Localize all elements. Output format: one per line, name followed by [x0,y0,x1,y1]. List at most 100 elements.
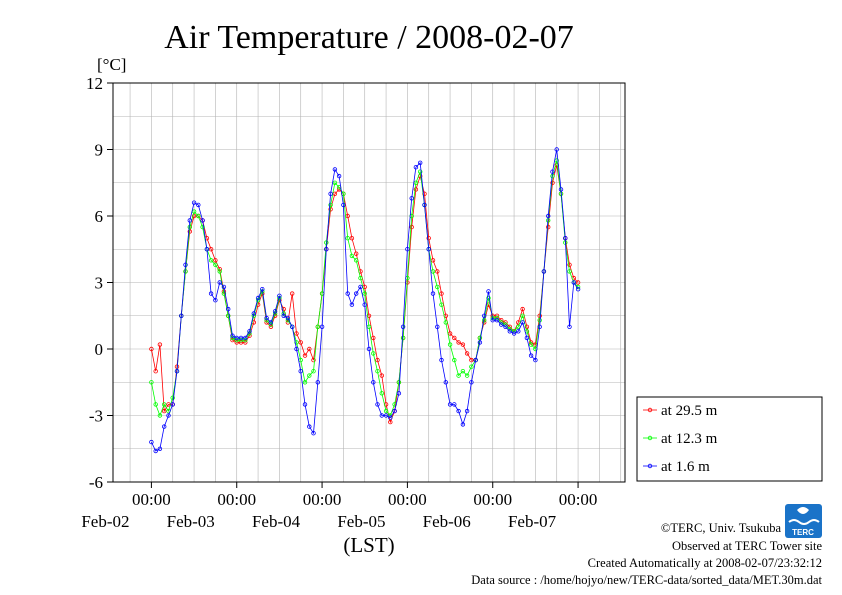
data-point [486,295,491,301]
data-point [161,402,167,407]
y-tick-label: 0 [95,340,104,359]
data-point [379,391,384,396]
data-point [520,306,525,312]
data-point [234,340,239,345]
data-point [520,313,525,318]
data-point [469,364,474,369]
data-point [238,340,244,345]
data-point [264,315,269,321]
data-point [191,213,197,219]
logo-text: TERC [792,528,814,537]
data-point [558,187,564,192]
data-point [371,380,376,385]
data-point [311,431,316,436]
data-point [336,173,342,179]
data-point [477,340,483,345]
data-point [230,333,235,338]
data-point [208,246,214,252]
data-point [217,269,222,274]
legend-label: at 1.6 m [661,459,710,475]
data-point [443,380,448,385]
data-point [473,357,478,363]
data-point [460,342,466,347]
data-point [268,320,274,325]
logo-icon [785,504,822,538]
data-point [507,329,512,334]
data-point [294,340,299,345]
data-point [294,346,299,352]
x-axis-label: (LST) [343,533,394,557]
data-point [341,202,346,208]
data-point [456,340,461,345]
x-tick-date: Feb-03 [167,512,215,531]
data-point [332,180,338,185]
data-point [469,380,474,385]
data-point [294,331,299,336]
data-point [413,187,419,192]
data-point [221,284,227,290]
data-point [533,357,538,363]
data-point [452,335,457,341]
logo-wave-icon [788,519,820,525]
data-point [435,284,440,290]
data-point [217,280,222,285]
chart-title: Air Temperature / 2008-02-07 [164,19,574,56]
terc-logo: TERC [785,504,822,538]
data-point [157,413,163,418]
data-point [285,315,291,321]
legend-marker [647,463,653,469]
data-point [208,258,214,263]
data-point [418,160,423,165]
x-tick-date: Feb-06 [423,512,471,531]
data-point [575,287,581,292]
data-point [460,422,466,427]
data-point [153,448,158,454]
data-point [567,324,572,329]
data-point [524,324,530,329]
data-point [234,335,239,341]
y-tick-label: -3 [89,407,103,426]
data-point [452,357,457,363]
data-point [452,402,457,407]
x-tick-time: 00:00 [559,490,598,509]
data-point [456,408,461,414]
data-point [311,369,316,374]
data-point [302,353,308,358]
x-tick-time: 00:00 [473,490,512,509]
data-point [221,291,227,296]
x-tick-time: 00:00 [388,490,427,509]
data-point [157,446,163,451]
data-point [482,313,487,318]
data-point [345,291,350,296]
legend-label: at 12.3 m [661,431,718,447]
data-point [247,329,252,334]
y-tick-label: -6 [89,473,103,492]
y-tick-label: 3 [95,274,104,293]
y-axis-label: [°C] [97,55,126,74]
data-point [349,235,355,241]
data-point [516,329,521,334]
data-point [546,213,551,219]
data-point [469,357,474,363]
data-point [307,373,312,378]
data-point [187,224,192,230]
legend: at 29.5 m at 12.3 m at 1.6 m [636,396,823,482]
data-point [153,402,158,407]
data-point [149,380,154,385]
x-tick-time: 00:00 [303,490,342,509]
data-point [149,439,154,445]
source-text: Data source : /home/hojyo/new/TERC-data/… [471,573,822,587]
data-point [366,346,372,352]
data-point [328,202,333,208]
data-point [200,224,205,230]
data-point [426,246,431,252]
data-point [400,335,406,341]
legend-marker [647,435,653,441]
data-point [362,302,367,307]
data-point [183,262,188,267]
data-point [464,351,470,356]
data-point [426,235,431,241]
data-point [456,373,461,378]
data-point [413,164,419,170]
data-point [494,318,500,323]
